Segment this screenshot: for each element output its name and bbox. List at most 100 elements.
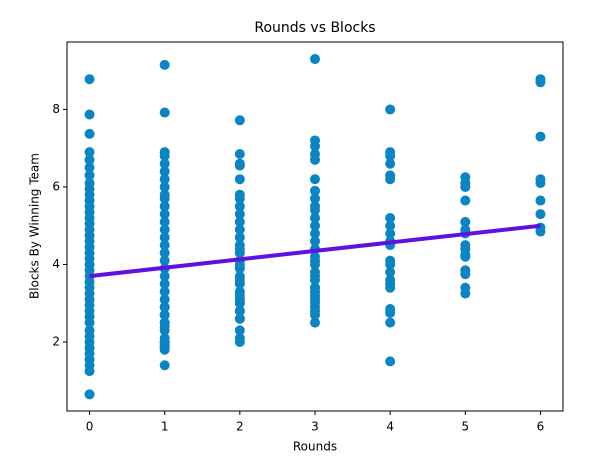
fit-line [89, 223, 541, 279]
y-tick-label: 4 [52, 257, 60, 271]
scatter-point [310, 193, 320, 204]
scatter-point [159, 181, 170, 192]
scatter-point [84, 170, 95, 181]
scatter-point [310, 228, 320, 239]
scatter-point [385, 170, 396, 181]
scatter-point [310, 282, 320, 293]
scatter-point [159, 309, 170, 320]
scatter-point [159, 247, 170, 258]
scatter-point [234, 243, 245, 254]
scatter-point [535, 195, 546, 206]
scatter-point [385, 147, 396, 158]
scatter-point [234, 209, 245, 220]
scatter-point [460, 249, 471, 260]
scatter-point [234, 298, 245, 309]
scatter-point [310, 290, 320, 301]
scatter-point [460, 265, 471, 276]
scatter-point [535, 74, 546, 85]
scatter-point [84, 154, 95, 165]
scatter-point [385, 220, 396, 231]
scatter-point [234, 325, 245, 336]
scatter-point [535, 209, 546, 220]
scatter-point [234, 313, 245, 324]
plot-area [84, 54, 546, 400]
scatter-point [159, 240, 170, 251]
scatter-point [84, 178, 95, 189]
scatter-point [159, 107, 170, 118]
scatter-point [234, 158, 245, 169]
scatter-point [310, 317, 320, 328]
scatter-point [310, 220, 320, 231]
chart-title: Rounds vs Blocks [254, 20, 375, 36]
scatter-point [159, 166, 170, 177]
scatter-point [159, 360, 170, 371]
scatter-point [460, 240, 471, 251]
scatter-point [385, 356, 396, 367]
scatter-point [234, 149, 245, 160]
scatter-point [310, 174, 320, 185]
scatter-point [310, 271, 320, 282]
scatter-point [159, 286, 170, 297]
scatter-point [310, 255, 320, 266]
scatter-point [310, 212, 320, 223]
scatter-point [159, 59, 170, 70]
scatter-point [84, 389, 95, 400]
scatter-point [84, 162, 95, 173]
scatter-point [385, 158, 396, 169]
x-tick-label: 2 [236, 420, 244, 434]
y-axis-label: Blocks By Winning Team [28, 153, 42, 299]
scatter-point [234, 201, 245, 212]
scatter-point [234, 224, 245, 235]
scatter-point [535, 131, 546, 142]
scatter-point [234, 305, 245, 316]
x-tick-label: 3 [311, 420, 319, 434]
y-tick-label: 8 [52, 102, 60, 116]
scatter-point [159, 271, 170, 282]
scatter-point [84, 147, 95, 158]
scatter-point [234, 274, 245, 285]
scatter-point [84, 128, 95, 139]
scatter-point [159, 209, 170, 220]
scatter-point [385, 317, 396, 328]
x-tick-label: 5 [461, 420, 469, 434]
scatter-point [385, 278, 396, 289]
scatter-point [535, 174, 546, 185]
scatter-point [460, 216, 471, 227]
x-axis-label: Rounds [293, 440, 337, 454]
scatter-point [460, 195, 471, 206]
scatter-point [84, 109, 95, 120]
scatter-point [385, 212, 396, 223]
x-tick-label: 4 [386, 420, 394, 434]
scatter-point [385, 255, 396, 266]
scatter-point [159, 278, 170, 289]
scatter-point [159, 317, 170, 328]
scatter-point [159, 189, 170, 200]
x-tick-label: 0 [86, 420, 94, 434]
scatter-point [234, 189, 245, 200]
scatter-point [385, 228, 396, 239]
y-tick-label: 6 [52, 179, 60, 193]
scatter-point [234, 290, 245, 301]
scatter-point [310, 185, 320, 196]
scatter-point [159, 216, 170, 227]
scatter-point [385, 104, 396, 115]
x-tick-label: 1 [161, 420, 169, 434]
scatter-point [385, 267, 396, 278]
scatter-point [310, 135, 320, 146]
scatter-point [234, 259, 245, 270]
scatter-point [234, 115, 245, 126]
scatter-point [159, 174, 170, 185]
scatter-point [310, 149, 320, 160]
x-tick-label: 6 [537, 420, 545, 434]
scatter-point [84, 325, 95, 336]
scatter-point [159, 232, 170, 243]
scatter-point [310, 201, 320, 212]
scatter-point [159, 294, 170, 305]
scatter-point [234, 174, 245, 185]
scatter-point [159, 255, 170, 266]
scatter-point [159, 337, 170, 348]
scatter-point [310, 54, 320, 65]
scatter-point [159, 147, 170, 158]
